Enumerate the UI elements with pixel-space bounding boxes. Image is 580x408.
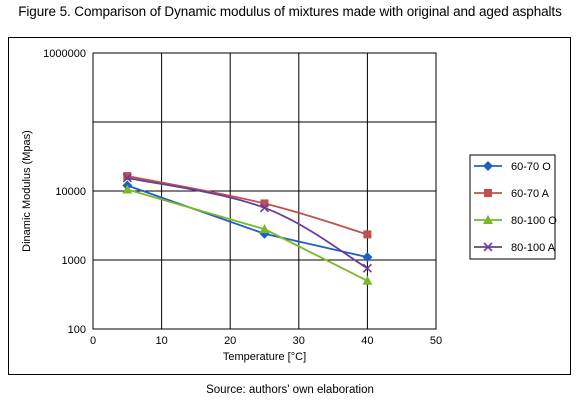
series-line: [127, 188, 368, 282]
series-60-70-a: [123, 171, 372, 239]
data-point: [122, 184, 133, 194]
legend-box: [469, 154, 556, 260]
y-axis-title: Dinamic Modulus (Mpas): [21, 130, 33, 252]
data-point: [362, 263, 372, 273]
series-80-100-a: [122, 173, 372, 273]
x-tick-label: 10: [155, 335, 167, 347]
source-note: Source: authors' own elaboration: [206, 384, 374, 396]
legend-item-80-100-a: 80-100 A: [474, 242, 556, 254]
series-line: [127, 184, 368, 259]
y-tick-label: 1000000: [43, 48, 86, 60]
series-60-70-o: [122, 180, 373, 263]
figure-title: Figure 5. Comparison of Dynamic modulus …: [18, 4, 562, 19]
data-point: [260, 199, 269, 208]
legend-label: 80-100 O: [511, 215, 557, 227]
series-80-100-o: [122, 184, 373, 285]
legend-swatch-marker: [484, 189, 492, 197]
x-marker-stroke: [259, 203, 270, 213]
x-tick-label: 20: [224, 335, 236, 347]
legend-label: 60-70 O: [511, 161, 551, 173]
legend-label: 60-70 A: [511, 188, 550, 200]
data-point: [362, 275, 373, 285]
legend: 60-70 O 60-70 A 80-100 O 80-100 A: [469, 154, 557, 260]
legend-item-80-100-o: 80-100 O: [474, 215, 557, 227]
data-point: [362, 252, 373, 263]
legend-item-60-70-o: 60-70 O: [474, 161, 551, 173]
x-tick-label: 0: [90, 335, 96, 347]
x-marker-stroke: [483, 242, 493, 252]
axes: 0 10 20 30 40 50 100 1000 10000 1000000 Temperatur…: [21, 48, 442, 363]
legend-swatch-marker: [483, 215, 493, 224]
y-tick-label: 1000: [62, 255, 86, 267]
grid: [92, 52, 437, 330]
legend-label: 80-100 A: [511, 242, 556, 254]
series-layer: [122, 171, 373, 285]
x-marker-stroke: [362, 263, 372, 273]
data-point: [123, 171, 132, 180]
legend-swatch-marker: [483, 242, 493, 252]
legend-item-60-70-a: 60-70 A: [474, 188, 550, 200]
data-point: [259, 203, 270, 213]
data-point: [122, 173, 132, 183]
y-tick-label: 10000: [55, 186, 86, 198]
x-marker-stroke: [122, 173, 132, 183]
legend-swatch-marker: [483, 161, 493, 171]
x-tick-label: 30: [293, 335, 305, 347]
x-tick-label: 40: [361, 335, 373, 347]
y-tick-label: 100: [68, 324, 86, 336]
data-point: [259, 224, 270, 234]
data-point: [363, 230, 372, 239]
x-axis-title: Temperature [°C]: [223, 351, 306, 363]
chart-frame: [8, 37, 571, 375]
x-tick-label: 50: [430, 335, 442, 347]
